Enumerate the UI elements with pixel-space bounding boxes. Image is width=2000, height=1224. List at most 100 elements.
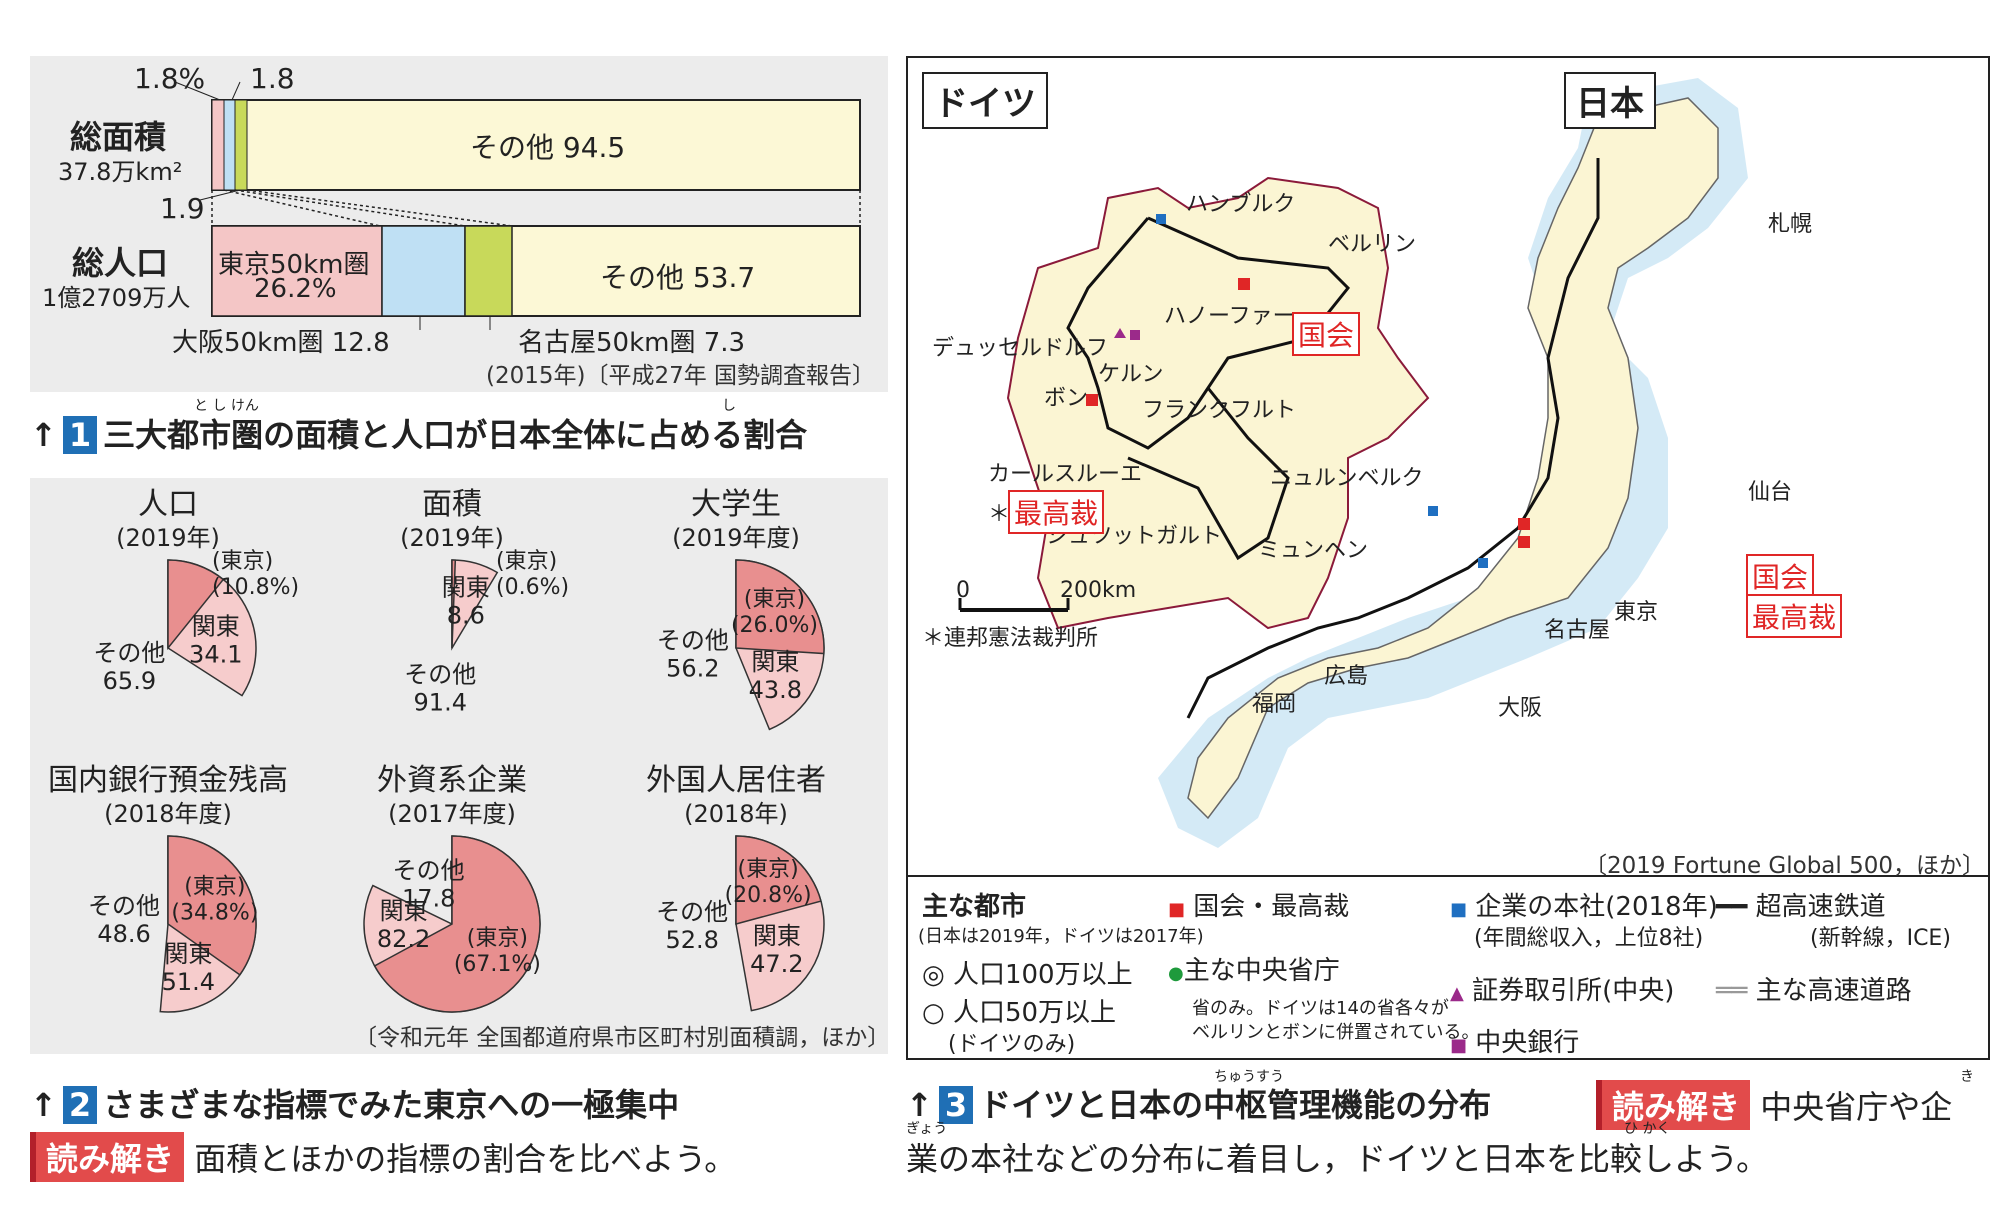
map-source: 〔2019 Fortune Global 500，ほか〕 bbox=[1584, 853, 1985, 879]
pie-tokyo-label: (東京) bbox=[496, 549, 557, 574]
pie-other-value: 56.2 bbox=[666, 655, 719, 683]
pie-tokyo-slice bbox=[735, 835, 822, 925]
jp-city-nagoya: 名古屋 bbox=[1544, 618, 1611, 643]
pie-tokyo-value: (0.6%) bbox=[496, 575, 569, 600]
pie-kanto-value: 51.4 bbox=[162, 968, 215, 996]
legend-rail-label: 超高速鉄道 bbox=[1755, 892, 1886, 922]
legend-central-bank-label: 中央銀行 bbox=[1475, 1028, 1580, 1058]
pie-other-label: その他 bbox=[93, 639, 165, 667]
fig1-ruby-toshiken: と し けん bbox=[194, 398, 259, 414]
fig2-caption: ↑ 2 さまざまな指標でみた東京への一極集中 bbox=[30, 1080, 679, 1126]
pie-tokyo-value: (26.0%) bbox=[731, 613, 818, 638]
pie-title: 人口 bbox=[138, 487, 198, 522]
fig3-ruby-gyo: ぎょう bbox=[906, 1121, 948, 1137]
legend-ministry-label: 主な中央省庁 bbox=[1183, 956, 1340, 986]
fig2-source: 〔令和元年 全国都道府県市区町村別面積調，ほか〕 bbox=[354, 1025, 891, 1051]
legend-highway-label: 主な高速道路 bbox=[1755, 976, 1912, 1006]
pie-kanto-label: 関東 bbox=[380, 897, 428, 925]
jp-city-osaka: 大阪 bbox=[1498, 696, 1543, 721]
de-kokkai-label: 国会 bbox=[1292, 312, 1361, 356]
legend-city-mid-note: (ドイツのみ) bbox=[948, 1032, 1076, 1057]
pie-other-label: その他 bbox=[88, 892, 160, 920]
legend-kokkai-label: 国会・最高裁 bbox=[1193, 892, 1350, 922]
blue-square-icon: ■ bbox=[1450, 899, 1468, 920]
fig3-yomi-label: 読み解き bbox=[1596, 1080, 1751, 1130]
jp-saiko-label: 最高裁 bbox=[1746, 594, 1843, 638]
pie-kanto-value: 8.6 bbox=[447, 602, 485, 630]
pie-kanto-value: 34.1 bbox=[189, 640, 242, 668]
pie-tokyo-slice bbox=[373, 835, 541, 1013]
pie-tokyo-value: (34.8%) bbox=[171, 901, 258, 926]
purple-square-icon: ■ bbox=[1450, 1035, 1468, 1056]
pie-kanto-label: 関東 bbox=[192, 612, 240, 640]
red-square-icon: ■ bbox=[1168, 899, 1186, 920]
pie-tokyo-value: (20.8%) bbox=[725, 883, 812, 908]
fig2-pie-charts: 人口(2019年)その他65.9関東34.1(東京)(10.8%)面積(2019… bbox=[48, 487, 826, 1013]
pie-tokyo-value: (10.8%) bbox=[212, 575, 299, 600]
legend-ministry: ●主な中央省庁 bbox=[1168, 950, 1340, 987]
up-arrow-icon: ↑ bbox=[906, 1086, 933, 1124]
pie-year: (2019年) bbox=[400, 524, 504, 552]
fig1-area-other: その他 94.5 bbox=[470, 131, 626, 164]
pie-tokyo-label: (東京) bbox=[738, 857, 799, 882]
jp-city-tokyo: 東京 bbox=[1614, 600, 1659, 625]
legend-cities-note: (日本は2019年，ドイツは2017年) bbox=[918, 926, 1204, 947]
pie-kanto-value: 43.8 bbox=[749, 676, 802, 704]
pie-title: 大学生 bbox=[691, 487, 781, 522]
fig2-title: さまざまな指標でみた東京への一極集中 bbox=[103, 1086, 680, 1124]
pie-title: 国内銀行預金残高 bbox=[48, 763, 288, 798]
fig3-yomi-text1: 中央省庁や企 bbox=[1760, 1088, 1953, 1126]
legend-hq-label: 企業の本社(2018年) bbox=[1475, 892, 1718, 922]
green-dot-icon: ● bbox=[1168, 963, 1184, 984]
de-city-nurnberg: ニュルンベルク bbox=[1270, 466, 1424, 491]
fig1-source: (2015年)〔平成27年 国勢調査報告〕 bbox=[486, 363, 876, 389]
pie-kanto-value: 82.2 bbox=[377, 925, 430, 953]
pie-other-label: その他 bbox=[393, 857, 465, 885]
fig3-ruby-hikaku: ひ かく bbox=[1624, 1121, 1671, 1137]
pie-other-label: その他 bbox=[656, 898, 728, 926]
fig1-pct-bottom: 1.9 bbox=[160, 192, 205, 225]
jp-city-sendai: 仙台 bbox=[1748, 480, 1793, 505]
de-city-koln: ケルン bbox=[1098, 362, 1164, 387]
pie-other-value: 65.9 bbox=[103, 667, 156, 695]
pie-other-value: 17.8 bbox=[402, 885, 455, 913]
fig1-area-label: 総面積 bbox=[70, 118, 167, 156]
legend-city-big: ◎ 人口100万以上 bbox=[922, 960, 1133, 990]
pie-tokyo-slice bbox=[451, 559, 457, 649]
fig1-ruby-shi: し bbox=[722, 398, 736, 414]
legend-hq-note: (年間総収入，上位8社) bbox=[1474, 926, 1704, 951]
fig3-yomi-text2: 業の本社などの分布に着目し，ドイツと日本を比較しよう。 bbox=[906, 1140, 1769, 1178]
fig1-title: 三大都市圏の面積と人口が日本全体に占める割合 bbox=[103, 416, 808, 454]
fig3-map bbox=[908, 78, 1988, 877]
fig1-num: 1 bbox=[62, 416, 98, 454]
pie-year: (2018年度) bbox=[104, 800, 232, 828]
de-city-bonn: ボン bbox=[1044, 386, 1089, 411]
fig2-yomi: 読み解き 面積とほかの指標の割合を比べよう。 bbox=[30, 1132, 736, 1182]
legend-rail-note: (新幹線，ICE) bbox=[1810, 926, 1951, 951]
pie-year: (2019年度) bbox=[672, 524, 800, 552]
pie-year: (2019年) bbox=[116, 524, 220, 552]
up-arrow-icon: ↑ bbox=[30, 1086, 57, 1124]
fig1-tokyo-value: 26.2% bbox=[254, 274, 337, 304]
up-arrow-icon: ↑ bbox=[30, 416, 57, 454]
double-line-icon: ══ bbox=[1716, 976, 1748, 1006]
pie-kanto-label: 関東 bbox=[751, 648, 799, 676]
fig3-num: 3 bbox=[938, 1086, 974, 1124]
fig1-area-value: 37.8万km² bbox=[58, 158, 183, 186]
fig1-nagoya: 名古屋50km圏 7.3 bbox=[518, 328, 746, 358]
fig3-title: ドイツと日本の中枢管理機能の分布 bbox=[979, 1086, 1492, 1124]
fig2-yomi-text: 面積とほかの指標の割合を比べよう。 bbox=[194, 1140, 737, 1178]
fig3-ruby-ki: き bbox=[1960, 1069, 1974, 1085]
legend-ministry-note2: ベルリンとボンに併置されている。 bbox=[1192, 1022, 1480, 1043]
pie-title: 面積 bbox=[422, 487, 482, 522]
fig1-area-bar bbox=[174, 81, 861, 330]
pie-tokyo-slice bbox=[167, 835, 257, 976]
pie-tokyo-label: (東京) bbox=[467, 926, 528, 951]
legend-exchange-label: 証券取引所(中央) bbox=[1472, 976, 1675, 1006]
fig1-tokyo-label: 東京50km圏 bbox=[218, 250, 370, 280]
jp-city-fukuoka: 福岡 bbox=[1252, 692, 1297, 717]
de-city-berlin: ベルリン bbox=[1328, 232, 1417, 257]
pie-kanto-label: 関東 bbox=[442, 574, 490, 602]
pie-other-value: 52.8 bbox=[665, 926, 718, 954]
de-city-dusseldorf: デュッセルドルフ bbox=[932, 336, 1109, 361]
